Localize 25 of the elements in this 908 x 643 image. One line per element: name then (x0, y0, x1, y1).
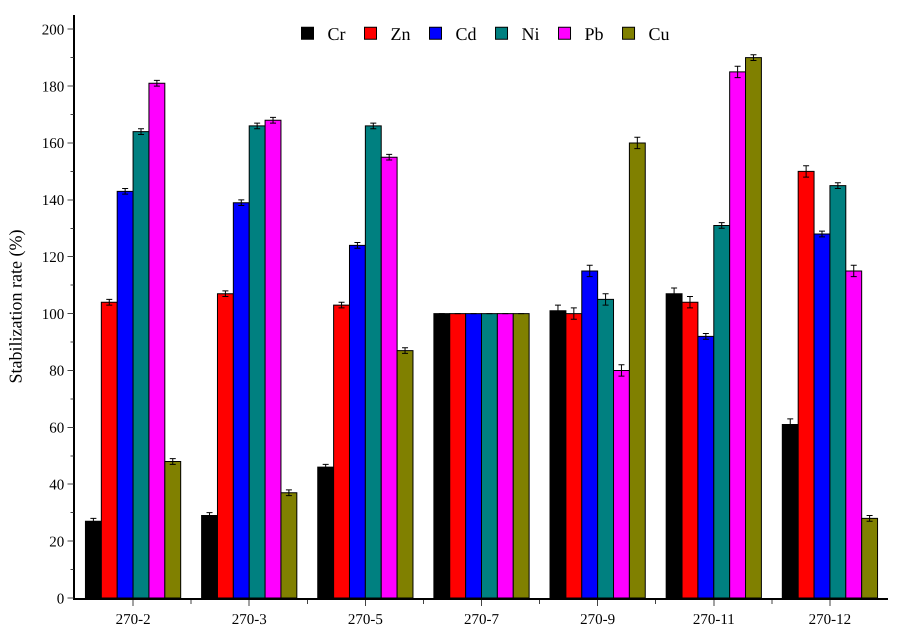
y-tick-label: 140 (42, 193, 64, 210)
x-tick-label: 270-11 (692, 612, 735, 628)
x-tick-label: 270-2 (116, 612, 151, 628)
y-axis-title: Stabilization rate (%) (5, 230, 26, 384)
y-tick-label: 0 (56, 591, 64, 608)
y-tick-label: 20 (49, 534, 64, 550)
legend-label: Ni (522, 24, 540, 44)
legend-label: Pb (584, 24, 604, 44)
x-tick-label: 270-9 (580, 612, 616, 628)
legend-label: Zn (390, 24, 411, 44)
legend-label: Cr (328, 24, 346, 44)
legend-label: Cd (456, 24, 477, 44)
y-tick-label: 120 (42, 250, 64, 266)
y-tick-label: 180 (42, 79, 64, 96)
x-tick-label: 270-5 (348, 612, 383, 628)
y-tick-label: 200 (42, 22, 64, 38)
y-tick-label: 60 (49, 420, 64, 437)
y-tick-label: 160 (42, 136, 64, 152)
x-tick-label: 270-3 (232, 612, 267, 628)
x-tick-label: 270-12 (808, 612, 852, 628)
y-tick-label: 100 (42, 306, 64, 323)
y-tick-label: 40 (49, 477, 64, 494)
y-tick-label: 80 (49, 364, 64, 380)
x-tick-label: 270-7 (464, 612, 500, 628)
legend-label: Cu (648, 24, 670, 44)
